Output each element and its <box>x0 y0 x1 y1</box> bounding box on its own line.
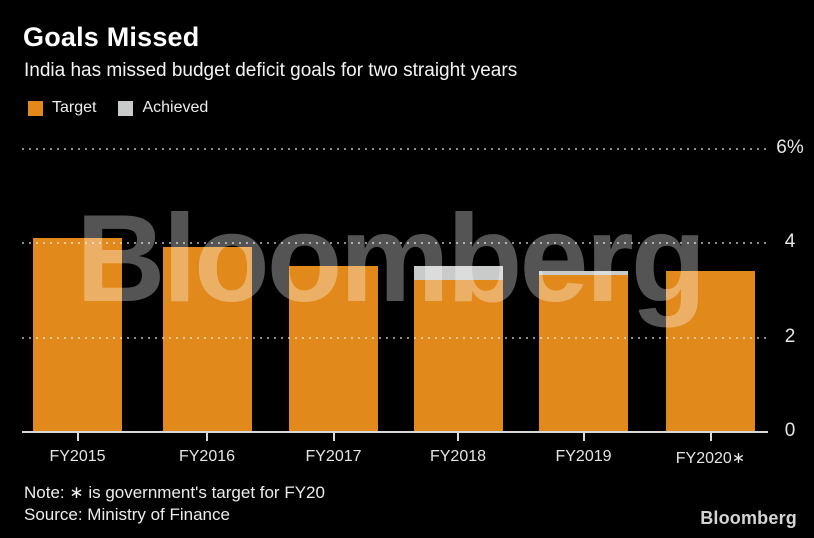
x-axis-label: FY2017 <box>305 448 362 465</box>
legend-item-target: Target <box>28 99 96 117</box>
y-axis-label: 4 <box>784 231 796 253</box>
chart-title: Goals Missed <box>23 22 200 52</box>
x-axis-tick <box>332 433 335 441</box>
bar-target <box>33 237 122 431</box>
bar-target <box>413 280 503 431</box>
gridline-2 <box>22 336 768 339</box>
footnote: Note: ∗ is government's target for FY20 <box>24 483 325 502</box>
gridline-4 <box>22 242 768 245</box>
y-axis-label: 0 <box>784 420 796 441</box>
x-axis-label: FY2016 <box>178 448 236 465</box>
achieved-swatch-icon <box>118 100 134 116</box>
bar-target <box>539 275 628 431</box>
x-axis-label: FY2019 <box>555 448 612 465</box>
legend-label-achieved: Achieved <box>142 99 209 116</box>
x-axis-label: FY2018 <box>429 448 487 465</box>
x-axis-tick <box>582 433 585 441</box>
bar-target <box>289 265 378 431</box>
y-axis-label: 2 <box>784 325 796 347</box>
legend-item-achieved: Achieved <box>118 99 208 117</box>
bar-target <box>666 270 755 431</box>
legend: Target Achieved <box>28 99 208 117</box>
legend-label-target: Target <box>52 99 97 116</box>
x-axis-tick <box>206 433 208 441</box>
gridline-6% <box>22 148 768 150</box>
y-axis-label: 6% <box>776 137 804 158</box>
x-axis-label: FY2020∗ <box>675 450 746 467</box>
bar-target <box>162 247 252 431</box>
x-axis-tick <box>76 433 79 441</box>
source-credit: Source: Ministry of Finance <box>24 505 230 524</box>
x-axis-tick <box>709 433 712 441</box>
x-axis-label: FY2015 <box>49 448 106 465</box>
x-axis-tick <box>457 433 459 441</box>
bloomberg-watermark: Bloomberg <box>76 190 706 328</box>
x-axis-line <box>22 431 768 433</box>
bloomberg-logo: Bloomberg <box>700 508 797 528</box>
chart-subtitle: India has missed budget deficit goals fo… <box>24 60 518 81</box>
target-swatch-icon <box>28 100 43 116</box>
